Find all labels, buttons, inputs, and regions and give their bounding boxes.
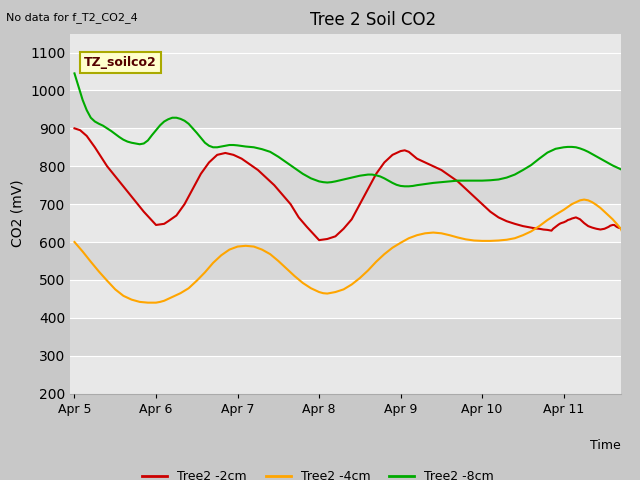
Text: No data for f_T2_CO2_4: No data for f_T2_CO2_4 — [6, 12, 138, 23]
Bar — [70, 52, 621, 90]
Legend: Tree2 -2cm, Tree2 -4cm, Tree2 -8cm: Tree2 -2cm, Tree2 -4cm, Tree2 -8cm — [138, 465, 499, 480]
Bar — [70, 242, 621, 280]
Bar — [70, 204, 621, 242]
Bar — [70, 356, 621, 394]
Title: Tree 2 Soil CO2: Tree 2 Soil CO2 — [310, 11, 436, 29]
Bar — [70, 318, 621, 356]
Bar — [70, 166, 621, 204]
Text: TZ_soilco2: TZ_soilco2 — [84, 56, 157, 69]
Y-axis label: CO2 (mV): CO2 (mV) — [11, 180, 25, 247]
Bar — [70, 128, 621, 166]
Bar — [70, 280, 621, 318]
Bar — [70, 90, 621, 128]
Text: Time: Time — [590, 439, 621, 452]
